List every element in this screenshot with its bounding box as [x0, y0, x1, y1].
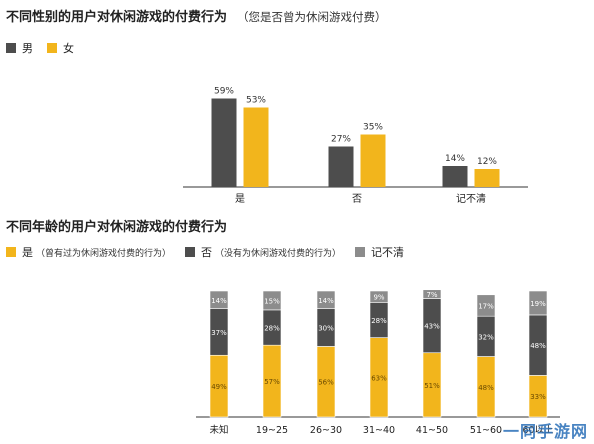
- chart2-tick-label: 51~60: [470, 425, 502, 436]
- chart1-bar-female-2: [474, 169, 500, 187]
- chart2-title: 不同年龄的用户对休闲游戏的付费行为: [6, 216, 227, 235]
- watermark: 一同手游网: [502, 422, 588, 441]
- chart1-data-label: 59%: [214, 87, 234, 97]
- chart1-tick-label: 是: [235, 193, 245, 205]
- legend-item-yes: 是 （曾有过为休闲游戏付费的行为）: [6, 244, 171, 260]
- chart2-data-label: 51%: [424, 382, 440, 390]
- legend-note-yes: （曾有过为休闲游戏付费的行为）: [36, 248, 172, 259]
- legend-label-yes: 是: [22, 246, 33, 259]
- chart1-data-label: 27%: [331, 135, 351, 145]
- legend-swatch-male: [6, 43, 16, 53]
- chart2-data-label: 17%: [478, 302, 494, 310]
- chart1-bar-male-1: [328, 146, 354, 187]
- legend-item-female: 女: [47, 40, 74, 56]
- chart2-data-label: 32%: [478, 333, 494, 341]
- chart2-data-label: 19%: [530, 300, 546, 308]
- chart1-title: 不同性别的用户对休闲游戏的付费行为 （您是否曾为休闲游戏付费）: [6, 6, 387, 25]
- legend-swatch-unsure: [355, 247, 366, 257]
- chart1-data-label: 35%: [363, 123, 383, 133]
- chart2-data-label: 43%: [424, 323, 440, 331]
- chart2-bar-segment-unsure-6: [528, 290, 548, 316]
- chart1-data-label: 53%: [246, 96, 266, 106]
- chart2-data-label: 56%: [318, 379, 334, 387]
- chart2-bar-segment-unsure-0: [209, 290, 229, 309]
- chart1-bar-female-1: [360, 134, 386, 187]
- chart2-data-label: 48%: [530, 342, 546, 350]
- chart1-tick-label: 否: [352, 193, 362, 205]
- chart2-data-label: 14%: [318, 297, 334, 305]
- chart2-tick-label: 26~30: [310, 425, 342, 436]
- chart1-bar-female-0: [243, 107, 269, 187]
- chart1-data-label: 12%: [477, 157, 497, 167]
- legend-label-no: 否: [201, 246, 213, 259]
- chart2-bar-segment-unsure-3: [369, 290, 389, 303]
- legend-swatch-no: [185, 247, 196, 257]
- chart2-bar-segment-unsure-5: [476, 294, 496, 317]
- chart2-data-label: 49%: [211, 383, 227, 391]
- chart2-data-label: 48%: [478, 384, 494, 392]
- chart1-bar-male-0: [211, 98, 237, 187]
- chart2-tick-label: 41~50: [416, 425, 448, 436]
- chart2-data-label: 9%: [373, 294, 384, 302]
- legend-item-male: 男: [6, 40, 33, 56]
- chart2-data-label: 30%: [318, 325, 334, 333]
- chart1-data-label: 14%: [445, 154, 465, 164]
- legend-item-unsure: 记不清: [355, 244, 404, 260]
- legend-swatch-yes: [6, 247, 16, 257]
- chart2-data-label: 37%: [211, 329, 227, 337]
- chart2-bar-segment-unsure-4: [422, 289, 442, 299]
- chart2-bar-segment-unsure-1: [262, 290, 282, 311]
- chart2-data-label: 15%: [264, 297, 280, 305]
- chart2-data-label: 57%: [264, 378, 280, 386]
- legend-label-female: 女: [63, 42, 74, 55]
- chart2-data-label: 63%: [371, 374, 387, 382]
- chart1-bar-male-2: [442, 166, 468, 187]
- chart2-tick-label: 未知: [209, 424, 228, 436]
- legend-label-unsure: 记不清: [371, 246, 405, 259]
- chart1-legend: 男 女: [6, 40, 88, 56]
- chart1-tick-label: 记不清: [456, 192, 486, 205]
- chart2-tick-label: 31~40: [363, 425, 395, 436]
- legend-label-male: 男: [22, 42, 33, 55]
- chart1-subtitle: （您是否曾为休闲游戏付费）: [237, 10, 387, 24]
- chart2-data-label: 28%: [264, 325, 280, 333]
- chart2-tick-label: 60以上: [522, 425, 554, 436]
- legend-swatch-female: [47, 43, 57, 53]
- chart2-data-label: 7%: [426, 291, 437, 299]
- chart2-tick-label: 19~25: [256, 425, 288, 436]
- legend-item-no: 否 （没有为休闲游戏付费的行为）: [185, 244, 341, 260]
- chart2-title-text: 不同年龄的用户对休闲游戏的付费行为: [6, 220, 228, 235]
- chart2-data-label: 14%: [211, 297, 227, 305]
- chart1-title-text: 不同性别的用户对休闲游戏的付费行为: [6, 10, 228, 25]
- chart2-bar-segment-unsure-2: [316, 290, 336, 309]
- chart2-legend: 是 （曾有过为休闲游戏付费的行为） 否 （没有为休闲游戏付费的行为） 记不清: [6, 244, 418, 260]
- chart2-data-label: 33%: [530, 393, 546, 401]
- chart2-data-label: 28%: [371, 317, 387, 325]
- legend-note-no: （没有为休闲游戏付费的行为）: [215, 248, 342, 259]
